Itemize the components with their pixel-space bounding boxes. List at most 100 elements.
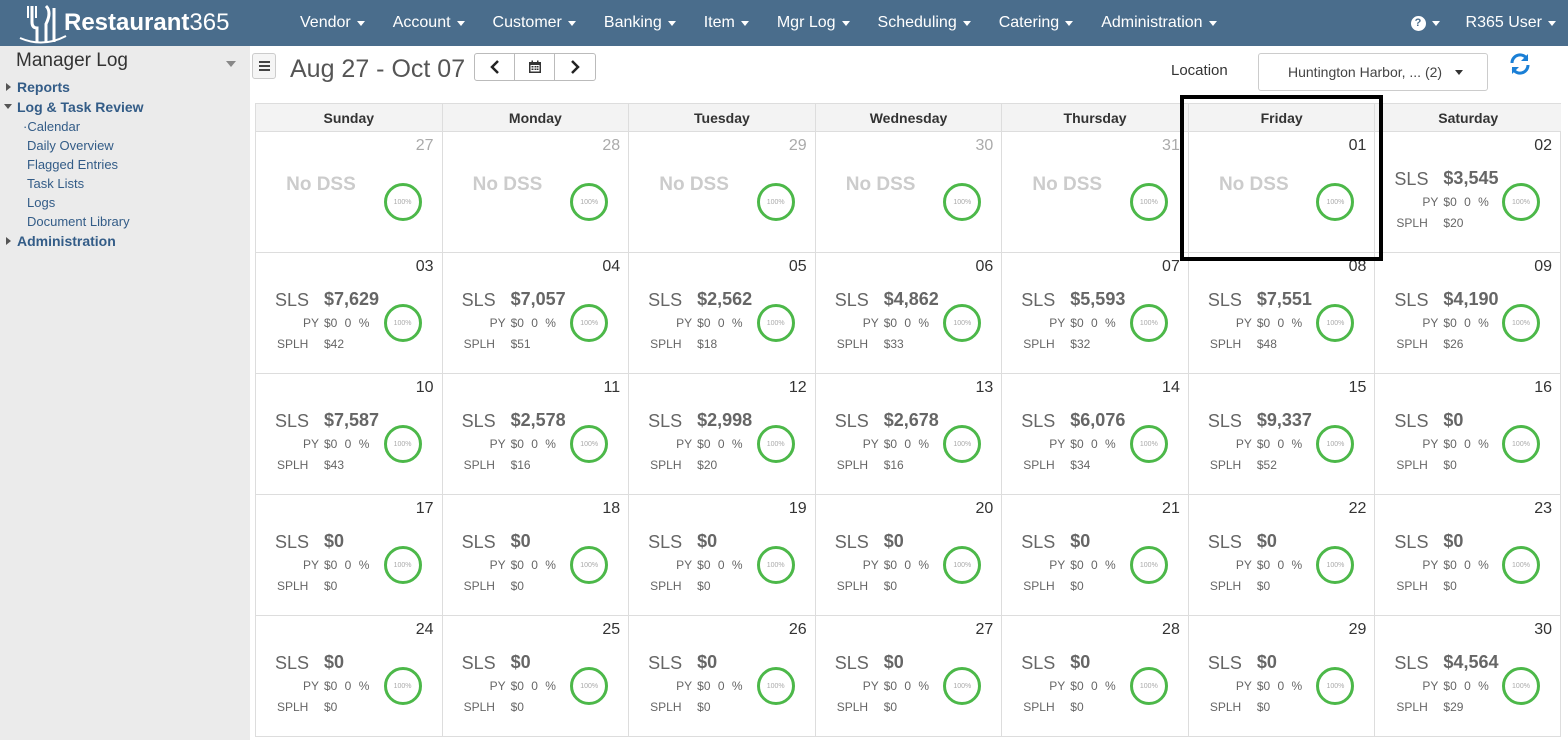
- calendar-day-cell[interactable]: 02 SLS $3,545 PY $0 0 % SPLH $20 100%: [1374, 132, 1561, 253]
- location-select[interactable]: Huntington Harbor, ... (2): [1258, 53, 1488, 91]
- completion-ring-icon[interactable]: 100%: [756, 546, 795, 584]
- expand-arrow-icon[interactable]: [6, 83, 11, 91]
- calendar-day-cell[interactable]: 23 SLS $0 PY $0 0 % SPLH $0 100%: [1374, 495, 1561, 616]
- calendar-day-cell[interactable]: 18 SLS $0 PY $0 0 % SPLH $0 100%: [441, 495, 629, 616]
- calendar-day-cell[interactable]: 19 SLS $0 PY $0 0 % SPLH $0 100%: [628, 495, 815, 616]
- calendar-day-cell[interactable]: 21 SLS $0 PY $0 0 % SPLH $0 100%: [1001, 495, 1188, 616]
- nav-banking[interactable]: Banking: [590, 14, 690, 32]
- completion-ring-icon[interactable]: 100%: [383, 546, 422, 584]
- completion-ring-icon[interactable]: 100%: [943, 546, 982, 584]
- completion-ring-icon[interactable]: 100%: [1501, 425, 1540, 463]
- sidebar-item-administration[interactable]: Administration: [17, 233, 116, 249]
- completion-ring-icon[interactable]: 100%: [1316, 667, 1355, 705]
- completion-ring-icon[interactable]: 100%: [1316, 183, 1355, 221]
- calendar-day-cell[interactable]: 11 SLS $2,578 PY $0 0 % SPLH $16 100%: [441, 374, 629, 495]
- completion-ring-icon[interactable]: 100%: [570, 667, 609, 705]
- completion-ring-icon[interactable]: 100%: [1501, 546, 1540, 584]
- completion-ring-icon[interactable]: 100%: [1129, 667, 1168, 705]
- nav-mgr-log[interactable]: Mgr Log: [763, 14, 864, 32]
- collapse-arrow-icon[interactable]: [4, 104, 12, 109]
- completion-ring-icon[interactable]: 100%: [383, 183, 422, 221]
- calendar-day-cell[interactable]: 08 SLS $7,551 PY $0 0 % SPLH $48 100%: [1187, 253, 1375, 374]
- nav-vendor[interactable]: Vendor: [286, 14, 379, 32]
- calendar-button[interactable]: [515, 54, 555, 80]
- completion-ring-icon[interactable]: 100%: [1501, 667, 1540, 705]
- nav-customer[interactable]: Customer: [479, 14, 590, 32]
- completion-ring-icon[interactable]: 100%: [1316, 546, 1355, 584]
- sidebar-item-reports[interactable]: Reports: [17, 79, 70, 95]
- completion-ring-icon[interactable]: 100%: [756, 304, 795, 342]
- restaurant365-logo[interactable]: Restaurant365: [18, 2, 229, 44]
- calendar-day-cell[interactable]: 10 SLS $7,587 PY $0 0 % SPLH $43 100%: [255, 374, 442, 495]
- help-menu[interactable]: ?: [1397, 15, 1454, 31]
- completion-ring-icon[interactable]: 100%: [756, 667, 795, 705]
- next-button[interactable]: [555, 54, 595, 80]
- calendar-day-cell[interactable]: 25 SLS $0 PY $0 0 % SPLH $0 100%: [441, 616, 629, 737]
- completion-ring-icon[interactable]: 100%: [570, 546, 609, 584]
- calendar-day-cell[interactable]: 26 SLS $0 PY $0 0 % SPLH $0 100%: [628, 616, 815, 737]
- calendar-day-cell[interactable]: 22 SLS $0 PY $0 0 % SPLH $0 100%: [1187, 495, 1375, 616]
- sidebar-dropdown-icon[interactable]: [226, 61, 236, 67]
- calendar-day-cell[interactable]: 27 No DSS 100%: [255, 132, 442, 253]
- sidebar-item-daily-overview[interactable]: Daily Overview: [27, 138, 114, 153]
- calendar-day-cell[interactable]: 07 SLS $5,593 PY $0 0 % SPLH $32 100%: [1001, 253, 1188, 374]
- calendar-day-cell[interactable]: 29 No DSS 100%: [628, 132, 815, 253]
- calendar-day-cell[interactable]: 31 No DSS 100%: [1001, 132, 1188, 253]
- previous-button[interactable]: [475, 54, 515, 80]
- completion-ring-icon[interactable]: 100%: [1129, 183, 1168, 221]
- refresh-icon[interactable]: [1508, 52, 1532, 76]
- calendar-day-cell[interactable]: 15 SLS $9,337 PY $0 0 % SPLH $52 100%: [1187, 374, 1375, 495]
- calendar-day-cell[interactable]: 29 SLS $0 PY $0 0 % SPLH $0 100%: [1187, 616, 1375, 737]
- sidebar-item-task-lists[interactable]: Task Lists: [27, 176, 85, 191]
- sidebar-item-calendar[interactable]: ·Calendar: [23, 119, 81, 134]
- completion-ring-icon[interactable]: 100%: [1316, 304, 1355, 342]
- completion-ring-icon[interactable]: 100%: [1129, 304, 1168, 342]
- calendar-day-cell[interactable]: 06 SLS $4,862 PY $0 0 % SPLH $33 100%: [814, 253, 1002, 374]
- completion-ring-icon[interactable]: 100%: [943, 425, 982, 463]
- calendar-day-cell[interactable]: 09 SLS $4,190 PY $0 0 % SPLH $26 100%: [1374, 253, 1561, 374]
- calendar-day-cell[interactable]: 28 SLS $0 PY $0 0 % SPLH $0 100%: [1001, 616, 1188, 737]
- nav-administration[interactable]: Administration: [1087, 14, 1230, 32]
- completion-ring-icon[interactable]: 100%: [943, 304, 982, 342]
- completion-ring-icon[interactable]: 100%: [756, 425, 795, 463]
- calendar-day-cell[interactable]: 03 SLS $7,629 PY $0 0 % SPLH $42 100%: [255, 253, 442, 374]
- completion-ring-icon[interactable]: 100%: [570, 183, 609, 221]
- calendar-day-cell[interactable]: 01 No DSS 100%: [1187, 132, 1375, 253]
- calendar-day-cell[interactable]: 05 SLS $2,562 PY $0 0 % SPLH $18 100%: [628, 253, 815, 374]
- nav-catering[interactable]: Catering: [985, 14, 1087, 32]
- completion-ring-icon[interactable]: 100%: [570, 304, 609, 342]
- completion-ring-icon[interactable]: 100%: [1129, 425, 1168, 463]
- completion-ring-icon[interactable]: 100%: [1316, 425, 1355, 463]
- completion-ring-icon[interactable]: 100%: [756, 183, 795, 221]
- completion-ring-icon[interactable]: 100%: [570, 425, 609, 463]
- nav-account[interactable]: Account: [379, 14, 479, 32]
- sidebar-item-logs[interactable]: Logs: [27, 195, 56, 210]
- completion-ring-icon[interactable]: 100%: [1501, 183, 1540, 221]
- sidebar-item-flagged-entries[interactable]: Flagged Entries: [27, 157, 119, 172]
- completion-ring-icon[interactable]: 100%: [1129, 546, 1168, 584]
- calendar-day-cell[interactable]: 24 SLS $0 PY $0 0 % SPLH $0 100%: [255, 616, 442, 737]
- sidebar-item-log-task-review[interactable]: Log & Task Review: [17, 99, 144, 115]
- nav-item[interactable]: Item: [690, 14, 763, 32]
- calendar-day-cell[interactable]: 20 SLS $0 PY $0 0 % SPLH $0 100%: [814, 495, 1002, 616]
- user-menu[interactable]: R365 User: [1454, 14, 1568, 32]
- calendar-day-cell[interactable]: 17 SLS $0 PY $0 0 % SPLH $0 100%: [255, 495, 442, 616]
- completion-ring-icon[interactable]: 100%: [383, 667, 422, 705]
- calendar-day-cell[interactable]: 04 SLS $7,057 PY $0 0 % SPLH $51 100%: [441, 253, 629, 374]
- sidebar-item-document-library[interactable]: Document Library: [27, 214, 130, 229]
- completion-ring-icon[interactable]: 100%: [1501, 304, 1540, 342]
- sidebar-title[interactable]: Manager Log: [16, 50, 128, 71]
- calendar-day-cell[interactable]: 12 SLS $2,998 PY $0 0 % SPLH $20 100%: [628, 374, 815, 495]
- calendar-day-cell[interactable]: 30 SLS $4,564 PY $0 0 % SPLH $29 100%: [1374, 616, 1561, 737]
- calendar-day-cell[interactable]: 16 SLS $0 PY $0 0 % SPLH $0 100%: [1374, 374, 1561, 495]
- calendar-day-cell[interactable]: 28 No DSS 100%: [441, 132, 629, 253]
- nav-scheduling[interactable]: Scheduling: [864, 14, 985, 32]
- completion-ring-icon[interactable]: 100%: [943, 183, 982, 221]
- calendar-day-cell[interactable]: 30 No DSS 100%: [814, 132, 1002, 253]
- calendar-day-cell[interactable]: 13 SLS $2,678 PY $0 0 % SPLH $16 100%: [814, 374, 1002, 495]
- calendar-day-cell[interactable]: 14 SLS $6,076 PY $0 0 % SPLH $34 100%: [1001, 374, 1188, 495]
- completion-ring-icon[interactable]: 100%: [383, 425, 422, 463]
- completion-ring-icon[interactable]: 100%: [943, 667, 982, 705]
- completion-ring-icon[interactable]: 100%: [383, 304, 422, 342]
- expand-arrow-icon[interactable]: [6, 237, 11, 245]
